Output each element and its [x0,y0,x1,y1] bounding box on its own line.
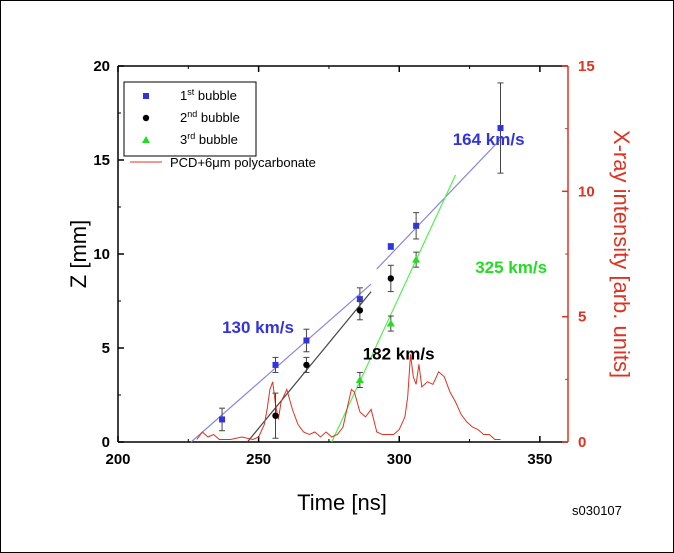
legend-label: PCD+6μm polycarbonate [170,155,316,170]
bubble1-point [219,416,226,423]
legend-bubble1-marker [143,93,149,99]
fit3-line [331,174,457,443]
fit-lines [190,138,501,443]
y2-tick-label: 10 [578,183,595,200]
x-tick-label: 350 [527,451,552,468]
x-axis-title: Time [ns] [297,490,387,515]
y2-tick-label: 5 [578,309,586,326]
legend-bubble2-marker [142,114,150,122]
speed-annotation: 182 km/s [363,344,435,363]
bubble2-point [272,412,279,419]
bubble1-point [413,222,420,229]
x-tick-label: 250 [246,451,271,468]
speed-annotation: 130 km/s [222,318,294,337]
footer-code: s030107 [572,503,622,518]
speed-annotation: 164 km/s [453,130,525,149]
xray-signal [196,354,501,441]
legend-box [123,81,257,157]
data-points [219,82,504,439]
y-tick-label: 5 [102,340,110,357]
bubble1-point [303,337,310,344]
bubble3-point [386,319,395,327]
bubble3-point [355,375,364,383]
bubble2-point [356,307,364,314]
fit1-line [376,138,501,270]
legend: 1st bubble 2nd bubble 3rd bubble PCD+6μm po… [123,81,316,170]
bubble2-point [303,361,310,369]
legend-bubble3-marker [142,136,150,143]
fit1-line [190,283,372,443]
y-tick-label: 10 [93,246,110,263]
legend-label: 1st bubble [180,87,237,103]
y-tick-label: 0 [102,434,110,451]
xray-signal-line [196,354,501,441]
annotations: 164 km/s 130 km/s 182 km/s 325 km/s [222,130,547,363]
bubble1-point [356,296,363,303]
legend-label: 3rd bubble [180,131,238,147]
bubble1-point [272,361,279,368]
y2-axis-title: X-ray intensity [arb. units] [609,130,634,378]
bubble1-point [497,125,504,132]
legend-label: 2nd bubble [180,109,240,125]
y2-tick-label: 0 [578,434,586,451]
y-tick-label: 20 [93,58,110,75]
x-tick-label: 200 [105,451,130,468]
bubble2-point [387,275,395,282]
bubble1-point [387,243,394,250]
speed-annotation: 325 km/s [475,258,547,277]
x-tick-label: 300 [387,451,412,468]
bubble3-point [412,255,421,263]
y-tick-label: 15 [93,152,110,169]
y2-tick-label: 15 [578,58,595,75]
y-axis-title: Z [mm] [66,220,91,288]
fit2-line [246,291,372,443]
